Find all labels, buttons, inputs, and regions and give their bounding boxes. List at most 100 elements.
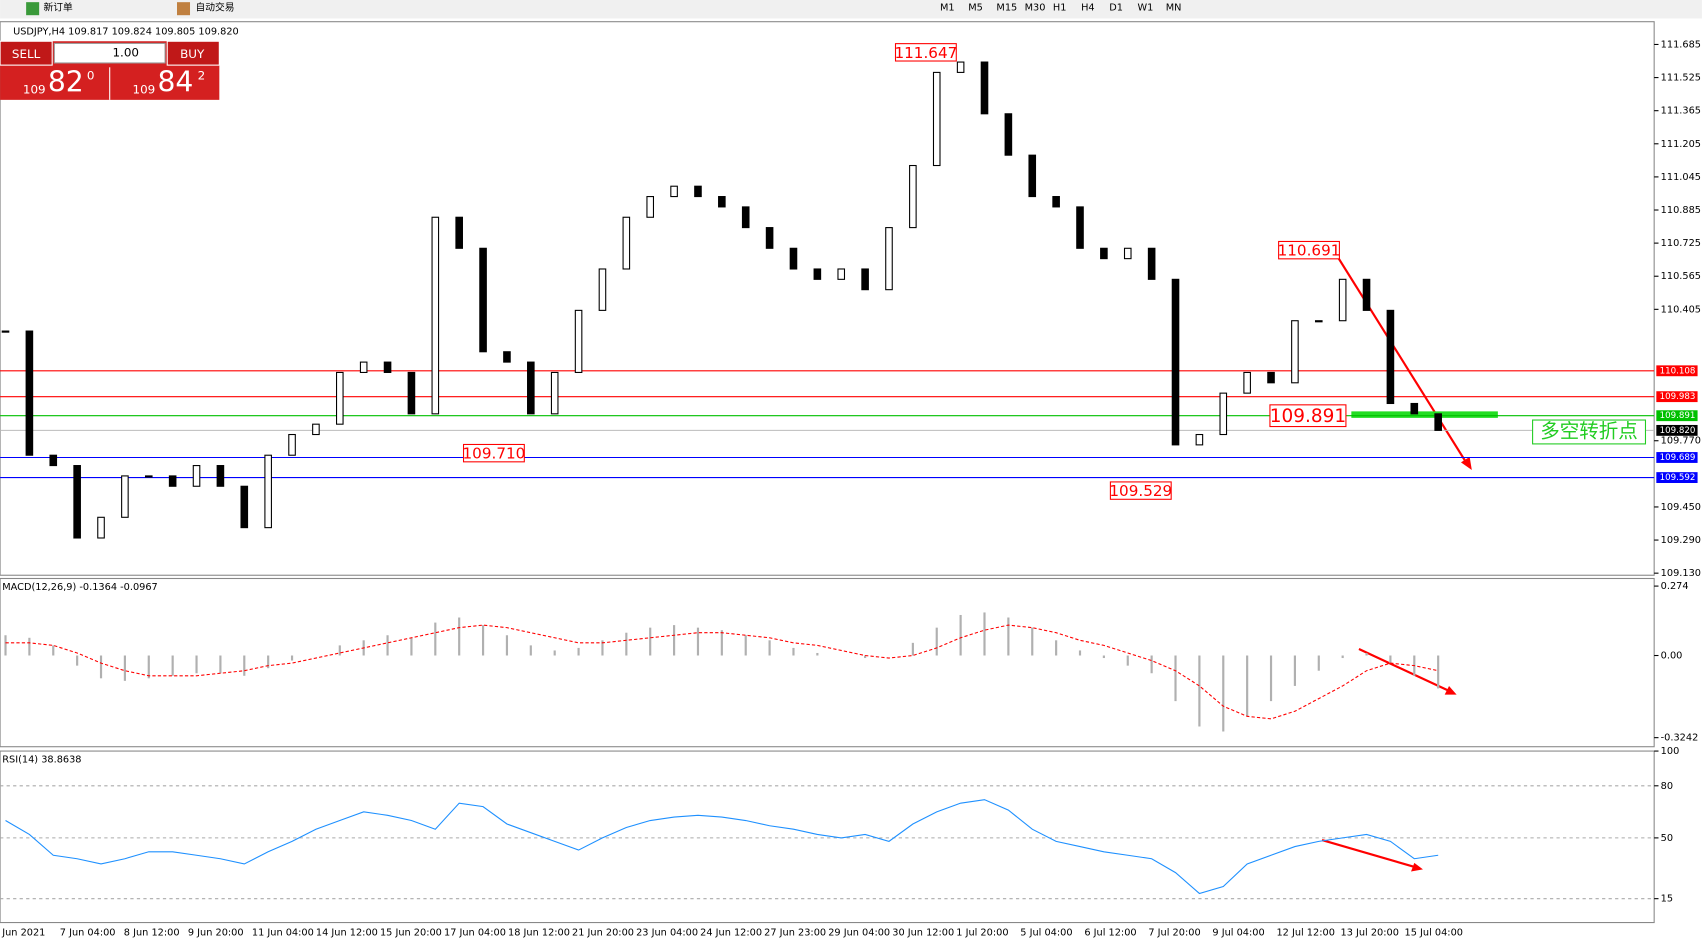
candle: [1434, 413, 1442, 431]
arrow-head: [1460, 456, 1472, 470]
chart-title: USDJPY,H4 109.817 109.824 109.805 109.82…: [13, 26, 239, 37]
candle: [837, 268, 846, 280]
buy-label[interactable]: BUY: [180, 47, 205, 61]
annotation-box: [1278, 240, 1340, 260]
x-tick-label: 29 Jun 04:00: [828, 927, 890, 938]
current-price-label: 109.820: [1660, 426, 1696, 436]
candle: [1123, 247, 1132, 260]
x-tick-label: 9 Jul 04:00: [1212, 927, 1264, 938]
candle: [1219, 392, 1228, 436]
y-tick-label: 109.290: [1661, 535, 1701, 546]
y-tick-label: 111.205: [1661, 139, 1701, 150]
auto-trading[interactable]: 自动交易: [195, 1, 234, 14]
buy-big[interactable]: 84: [157, 66, 193, 99]
signal-line: [5, 624, 1439, 720]
lot-value[interactable]: 1.00: [112, 46, 139, 60]
candle: [1314, 320, 1323, 323]
y-tick-label: 15: [1661, 894, 1673, 905]
y-tick-label: 110.405: [1661, 304, 1701, 315]
timeframe[interactable]: D1: [1109, 3, 1123, 14]
candle: [359, 361, 368, 373]
annotation: 110.691: [1278, 242, 1341, 260]
candle: [73, 465, 81, 539]
candle: [550, 371, 559, 415]
x-tick-label: 12 Jul 12:00: [1276, 927, 1334, 938]
candle: [1004, 113, 1013, 156]
candle: [1267, 371, 1275, 384]
sell-prefix[interactable]: 109: [23, 83, 46, 97]
arrow-head: [1411, 862, 1423, 872]
candle: [813, 268, 822, 280]
candle: [1052, 196, 1060, 208]
candle: [383, 361, 392, 373]
annotation-box: [462, 443, 525, 463]
main-panel: [0, 21, 1655, 576]
lot-input[interactable]: [53, 42, 166, 64]
y-tick-label: 110.725: [1661, 238, 1701, 249]
candle: [97, 516, 105, 539]
y-tick-label: 110.565: [1661, 271, 1701, 282]
buy-sup[interactable]: 2: [198, 68, 206, 82]
candle: [192, 465, 201, 487]
y-tick-label: -0.3242: [1661, 733, 1699, 744]
candle: [718, 196, 726, 208]
timeframe[interactable]: H4: [1081, 3, 1095, 14]
annotation-box: [894, 43, 957, 62]
candle: [240, 485, 249, 529]
candle: [909, 164, 917, 229]
candle: [1171, 278, 1180, 446]
timeframe[interactable]: M15: [996, 3, 1017, 14]
x-tick-label: 6 Jul 12:00: [1084, 927, 1136, 938]
trade-panel: SELL 1.00 BUY 109 82 0 109 84 2: [0, 40, 220, 100]
y-tick-label: 109.770: [1661, 436, 1701, 447]
price-tag-label: 109.891: [1660, 411, 1696, 421]
x-tick-label: 7 Jun 04:00: [60, 927, 116, 938]
rsi-title: RSI(14) 38.8638: [2, 755, 81, 766]
price-tag-label: 109.983: [1660, 392, 1696, 402]
candle: [288, 433, 296, 456]
candle: [1076, 206, 1084, 249]
candle: [646, 196, 655, 218]
sell-big[interactable]: 82: [48, 66, 84, 99]
new-order[interactable]: 新订单: [43, 1, 72, 14]
sell-label[interactable]: SELL: [12, 47, 41, 61]
candle: [264, 454, 272, 529]
timeframe[interactable]: M5: [968, 3, 983, 14]
timeframe[interactable]: MN: [1166, 3, 1182, 14]
macd-arrow: [1358, 648, 1451, 693]
candle: [527, 361, 535, 415]
candle: [144, 475, 153, 478]
annotation: 109.891: [1270, 406, 1346, 427]
candle: [312, 423, 320, 436]
candle: [694, 185, 702, 198]
x-tick-label: 8 Jun 12:00: [124, 927, 180, 938]
timeframe[interactable]: W1: [1138, 3, 1154, 14]
rsi-panel: [0, 750, 1655, 924]
candle: [455, 216, 463, 249]
candle: [1195, 433, 1204, 446]
y-tick-label: 111.365: [1661, 106, 1701, 117]
buy-prefix[interactable]: 109: [132, 83, 155, 97]
auto-trading-icon[interactable]: [176, 2, 191, 16]
buy-button[interactable]: [166, 40, 220, 66]
price-tag: [1656, 391, 1698, 403]
sell-sup[interactable]: 0: [87, 68, 95, 82]
timeframe[interactable]: H1: [1053, 3, 1067, 14]
candle: [216, 465, 225, 487]
y-tick-label: 111.685: [1661, 39, 1701, 50]
candle: [622, 216, 631, 270]
y-tick-label: 109.130: [1661, 568, 1701, 579]
sell-button[interactable]: [0, 40, 53, 66]
price-tag: [1656, 452, 1698, 463]
toolbar: [0, 0, 1702, 19]
candle: [1028, 154, 1037, 198]
candle: [25, 330, 34, 456]
annotation: 109.710: [463, 445, 526, 463]
price-tag: [1656, 365, 1698, 377]
new-order-icon[interactable]: [26, 2, 40, 16]
timeframe[interactable]: M1: [940, 3, 955, 14]
timeframe[interactable]: M30: [1025, 3, 1046, 14]
candle: [765, 227, 774, 249]
price-tag: [1656, 424, 1698, 436]
